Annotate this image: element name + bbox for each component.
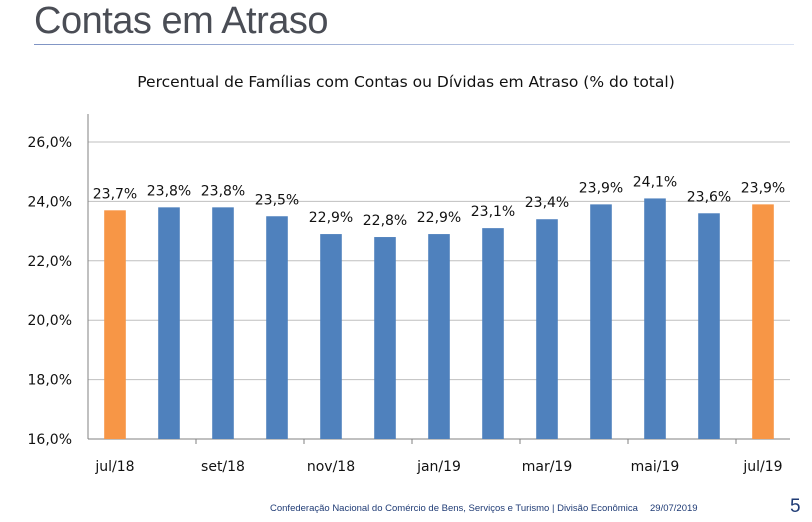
bar	[482, 228, 504, 439]
bar	[266, 216, 288, 439]
x-tick-label: jul/19	[742, 459, 782, 475]
data-label: 23,5%	[255, 192, 299, 208]
bar	[644, 198, 666, 439]
x-tick-label: mai/19	[631, 459, 680, 475]
data-label: 23,9%	[741, 180, 785, 196]
data-label: 23,1%	[471, 204, 515, 220]
bar	[374, 237, 396, 439]
data-label: 23,8%	[147, 183, 191, 199]
footer-date: 29/07/2019	[650, 503, 698, 514]
y-tick-label: 18,0%	[28, 373, 72, 389]
bar	[428, 234, 450, 439]
data-label: 24,1%	[633, 174, 677, 190]
data-label: 23,8%	[201, 183, 245, 199]
slide-title: Contas em Atraso	[34, 0, 329, 42]
x-tick-label: jan/19	[416, 459, 461, 475]
x-tick-label: nov/18	[307, 459, 355, 475]
y-tick-label: 16,0%	[28, 432, 72, 448]
y-tick-label: 24,0%	[28, 194, 72, 210]
data-label: 22,8%	[363, 213, 407, 229]
bar	[752, 204, 774, 439]
bar-chart: 23,7% 23,8% 23,8% 23,5% 22,9% 22,8% 22,9% 23,1%…	[28, 114, 790, 475]
x-tick-label: mar/19	[522, 459, 573, 475]
y-tick-label: 22,0%	[28, 254, 72, 270]
y-tick-label: 26,0%	[28, 135, 72, 151]
x-tick-label: set/18	[201, 459, 245, 475]
chart-title: Percentual de Famílias com Contas ou Dív…	[137, 73, 675, 91]
footer-text: Confederação Nacional do Comércio de Ben…	[270, 503, 638, 514]
bar	[698, 213, 720, 439]
bar	[590, 204, 612, 439]
bars	[104, 198, 774, 439]
bar	[104, 210, 126, 439]
y-tick-label: 20,0%	[28, 313, 72, 329]
data-label: 23,4%	[525, 195, 569, 211]
bar	[212, 207, 234, 439]
data-labels: 23,7% 23,8% 23,8% 23,5% 22,9% 22,8% 22,9% 23,1%…	[93, 174, 785, 229]
data-label: 23,9%	[579, 180, 623, 196]
bar	[320, 234, 342, 439]
data-label: 23,6%	[687, 189, 731, 205]
data-label: 23,7%	[93, 186, 137, 202]
page-number: 5	[790, 496, 801, 517]
bar	[158, 207, 180, 439]
data-label: 22,9%	[417, 210, 461, 226]
x-tick-label: jul/18	[94, 459, 134, 475]
bar	[536, 219, 558, 439]
data-label: 22,9%	[309, 210, 353, 226]
title-divider	[34, 44, 794, 45]
tick-labels: 16,0% 18,0% 20,0% 22,0% 24,0% 26,0% jul/18 set/…	[28, 135, 783, 475]
